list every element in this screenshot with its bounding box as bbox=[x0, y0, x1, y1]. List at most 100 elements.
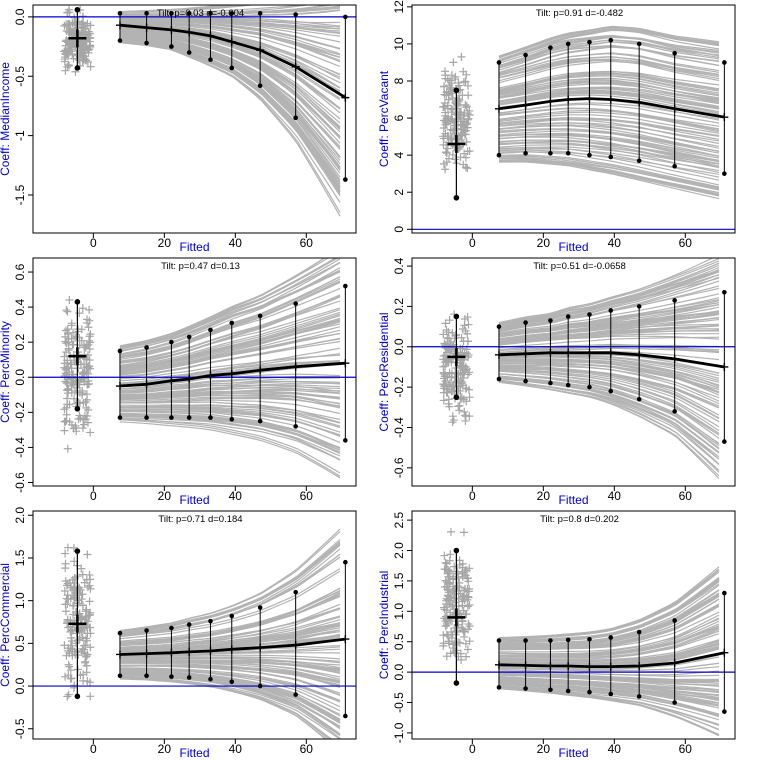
estimate-point bbox=[443, 344, 452, 353]
estimate-low-dot bbox=[453, 194, 460, 201]
fitted-curve bbox=[498, 73, 720, 93]
fitted-curve bbox=[498, 91, 720, 109]
fitted-curve bbox=[498, 118, 720, 137]
estimate-point bbox=[459, 160, 468, 169]
fitted-curve bbox=[119, 320, 341, 375]
median-marker bbox=[142, 380, 151, 389]
interval-high-dot bbox=[548, 638, 553, 643]
fitted-curve bbox=[119, 607, 341, 647]
estimate-point bbox=[448, 418, 457, 427]
fitted-curve bbox=[120, 401, 341, 424]
median-marker bbox=[494, 104, 503, 113]
estimate-point bbox=[86, 62, 95, 71]
y-tick-label: 0.2 bbox=[13, 334, 27, 351]
estimate-point bbox=[446, 649, 455, 658]
y-tick-label: 0.2 bbox=[392, 298, 406, 315]
x-tick-label: 0 bbox=[469, 489, 476, 503]
plot-frame bbox=[411, 4, 736, 234]
plot-area bbox=[33, 5, 356, 217]
fitted-curve bbox=[119, 337, 341, 379]
estimate-point bbox=[61, 559, 70, 568]
fitted-curves bbox=[498, 566, 720, 737]
median-marker bbox=[720, 648, 729, 657]
fitted-curve bbox=[119, 5, 235, 13]
estimate-point bbox=[62, 651, 71, 660]
estimate-point bbox=[440, 116, 449, 125]
estimate-point bbox=[60, 55, 69, 64]
estimate-point bbox=[441, 148, 450, 157]
y-tick-label: -1.5 bbox=[13, 184, 27, 205]
estimate-point bbox=[448, 644, 457, 653]
x-axis-label: Fitted bbox=[179, 746, 209, 760]
interval-high-dot bbox=[186, 11, 192, 16]
fitted-curve bbox=[498, 87, 720, 105]
y-tick-label: -0.4 bbox=[13, 437, 27, 458]
estimate-point bbox=[458, 597, 467, 606]
median-marker bbox=[341, 93, 350, 102]
estimate-point bbox=[67, 625, 76, 634]
median-marker bbox=[521, 349, 530, 358]
x-axis: 0 20 40 60 bbox=[90, 233, 313, 250]
fitted-curve bbox=[119, 553, 341, 636]
estimate-point bbox=[84, 369, 93, 378]
estimate-high-dot bbox=[74, 6, 81, 13]
estimate-point bbox=[440, 551, 449, 560]
interval-low-dot bbox=[208, 676, 213, 682]
median-marker bbox=[185, 375, 194, 384]
estimate-point bbox=[443, 388, 452, 397]
panel-title: Tilt: p=0.47 d=0.13 bbox=[161, 261, 240, 272]
estimate-point bbox=[440, 380, 449, 389]
x-tick-label: 60 bbox=[300, 236, 314, 250]
estimate-point bbox=[67, 321, 76, 330]
estimate-point bbox=[439, 124, 448, 133]
interval-low-dot bbox=[343, 438, 348, 443]
fitted-curve bbox=[119, 309, 341, 368]
y-axis: -1.0 -0.5 0.0 0.5 1.0 1.5 2.0 2.5 bbox=[392, 511, 412, 743]
interval-high-dot bbox=[117, 11, 123, 16]
estimate-point bbox=[69, 54, 78, 63]
y-tick-label: 4 bbox=[392, 151, 406, 158]
fitted-curve bbox=[498, 595, 720, 647]
median-marker bbox=[185, 647, 194, 656]
estimate-point bbox=[64, 660, 73, 669]
fitted-curve bbox=[119, 622, 341, 651]
estimate-point bbox=[442, 600, 451, 609]
estimate-point bbox=[462, 102, 471, 111]
y-tick-label: 0.0 bbox=[392, 663, 406, 680]
estimate-point bbox=[65, 8, 74, 17]
summary-intervals bbox=[115, 283, 350, 443]
estimate-point bbox=[85, 316, 94, 325]
fitted-curve bbox=[498, 154, 720, 188]
estimate-point bbox=[81, 615, 90, 624]
fitted-curve bbox=[119, 406, 341, 433]
estimate-point bbox=[446, 125, 455, 134]
interval-low-dot bbox=[257, 683, 263, 689]
fitted-curve bbox=[120, 665, 341, 694]
fitted-curve bbox=[498, 117, 720, 137]
estimate-point bbox=[85, 305, 94, 314]
median-marker bbox=[115, 382, 124, 391]
estimate-point bbox=[453, 115, 462, 124]
summary-intervals bbox=[494, 37, 729, 176]
estimate-point bbox=[464, 320, 473, 329]
interval-high-dot bbox=[672, 618, 677, 623]
fitted-curve bbox=[498, 124, 720, 147]
y-axis: -0.6 -0.4 -0.2 0.0 0.2 0.4 bbox=[392, 257, 412, 478]
estimate-point bbox=[445, 594, 454, 603]
estimate-point bbox=[83, 418, 92, 427]
estimate-point bbox=[441, 319, 450, 328]
estimate-point bbox=[446, 527, 455, 536]
fitted-curve bbox=[119, 32, 341, 139]
estimate-point bbox=[69, 543, 78, 552]
estimate-point bbox=[445, 567, 454, 576]
interval-high-dot bbox=[523, 52, 528, 58]
estimate-point bbox=[64, 344, 73, 353]
fitted-curve bbox=[119, 615, 341, 648]
fitted-curve bbox=[498, 617, 720, 657]
estimate-point bbox=[453, 626, 462, 635]
estimate-point bbox=[81, 415, 90, 424]
x-axis-label: Fitted bbox=[558, 493, 588, 507]
interval-high-dot bbox=[608, 37, 614, 43]
fitted-curve bbox=[498, 325, 720, 343]
